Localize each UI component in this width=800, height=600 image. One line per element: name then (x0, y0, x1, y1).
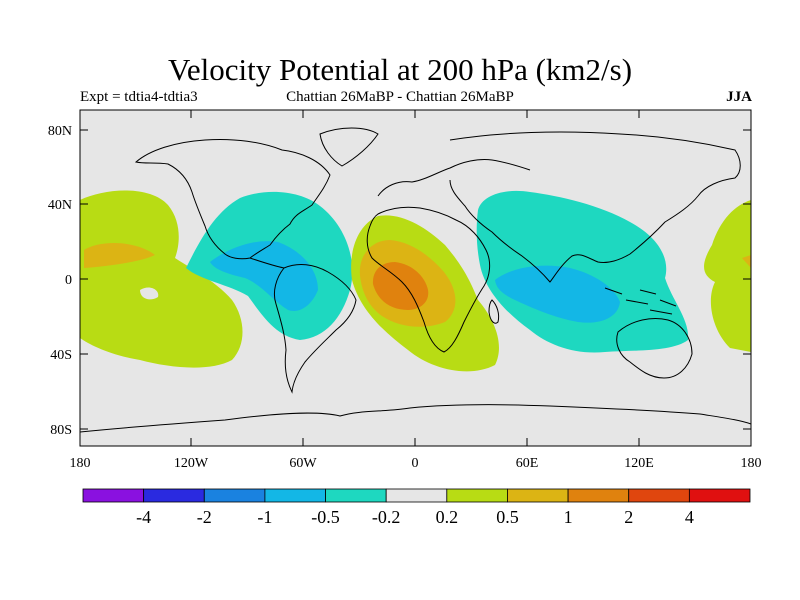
y-label-40s: 40S (50, 348, 72, 363)
y-label-40n: 40N (48, 198, 72, 213)
colorbar-label: 4 (685, 507, 694, 527)
colorbar-label: 0.2 (436, 507, 459, 527)
colorbar-label: 0.5 (496, 507, 519, 527)
season-label: JJA (726, 89, 752, 105)
colorbar-label: -4 (136, 507, 151, 527)
colorbar-label: -0.2 (372, 507, 401, 527)
coast-asia (449, 131, 741, 283)
experiment-label: Expt = tdtia4-tdtia3 (80, 89, 198, 105)
colorbar-label: -0.5 (311, 507, 340, 527)
colorbar-swatch (264, 488, 326, 503)
colorbar-swatch (446, 488, 508, 503)
colorbar-swatch (143, 488, 205, 503)
x-label-180-west: 180 (70, 456, 91, 471)
coast-africa (366, 206, 491, 353)
coast-greenland (319, 127, 379, 167)
coast-madagascar (488, 299, 500, 324)
y-label-0: 0 (65, 273, 72, 288)
contour-pos-mid-pacific (84, 243, 155, 268)
contour-pos-west-pacific (80, 190, 243, 368)
colorbar: -4 -2 -1 -0.5 -0.2 0.2 0.5 1 2 4 (82, 488, 751, 527)
coast-central-america (249, 257, 285, 269)
x-label-180-east: 180 (741, 456, 762, 471)
contour-neg-asia (476, 190, 689, 353)
map-title: Velocity Potential at 200 hPa (km2/s) (167, 52, 633, 87)
coast-australia (616, 318, 693, 379)
x-label-60w: 60W (289, 456, 317, 471)
contour-pos-high-africa (372, 262, 429, 310)
y-label-80n: 80N (48, 124, 72, 139)
coast-europe (377, 159, 531, 197)
coast-indonesia (604, 287, 677, 315)
colorbar-label: 1 (564, 507, 573, 527)
x-label-60e: 60E (516, 456, 539, 471)
contour-pos-mid-east-pacific (742, 255, 751, 268)
colorbar-label: 2 (624, 507, 633, 527)
period-label: Chattian 26MaBP - Chattian 26MaBP (286, 89, 514, 105)
coast-south-america (273, 264, 357, 394)
colorbar-swatch (688, 488, 751, 503)
y-label-80s: 80S (50, 423, 72, 438)
colorbar-swatch (82, 488, 145, 503)
coastlines (80, 127, 751, 433)
x-label-0: 0 (412, 456, 419, 471)
contour-fields (80, 190, 751, 372)
coast-north-america (134, 139, 331, 260)
axis-ticks (80, 110, 751, 446)
x-label-120e: 120E (624, 456, 654, 471)
colorbar-swatch (507, 488, 569, 503)
colorbar-swatch (203, 488, 266, 503)
colorbar-label: -2 (197, 507, 212, 527)
contour-pos-east-pacific (704, 200, 751, 352)
colorbar-swatch (325, 488, 387, 503)
colorbar-swatch (567, 488, 630, 503)
contour-neg-mid-asia (495, 265, 620, 323)
contour-hole-pacific (140, 287, 159, 300)
colorbar-swatch (385, 488, 448, 503)
x-label-120w: 120W (174, 456, 209, 471)
coast-antarctica (80, 404, 751, 433)
colorbar-label: -1 (257, 507, 272, 527)
colorbar-swatch (628, 488, 690, 503)
